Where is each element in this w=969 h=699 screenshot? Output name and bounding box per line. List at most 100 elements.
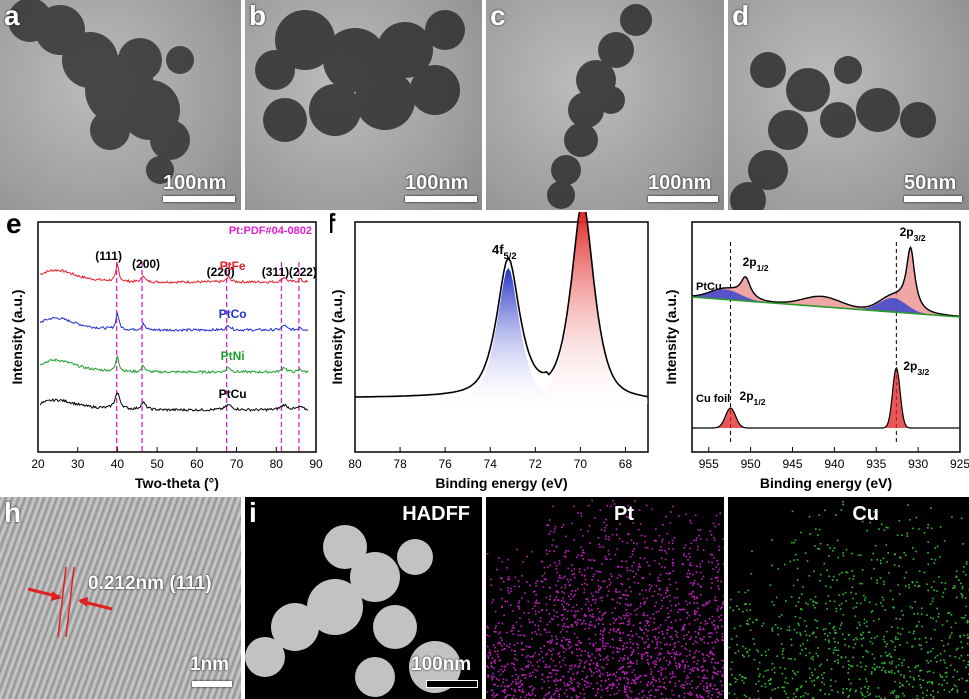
scalebar-label-b: 100nm: [405, 172, 469, 194]
xps-cu-ptcu-peak-label-1: 2p3/2: [900, 225, 926, 243]
scalebar-h: [192, 681, 232, 687]
xrd-xtick-label-6: 80: [270, 457, 284, 471]
xrd-panel-e: e 20 30 40 50 60 70 80 90 Two-theta (°) Intensity…: [0, 212, 330, 494]
haadf-panel: i HADFF 100nm: [245, 497, 482, 699]
tem-panel-c: c 100nm: [486, 0, 724, 210]
xrd-xtick-label-1: 30: [71, 457, 85, 471]
haadf-image: [245, 525, 461, 697]
xrd-xtick-label-5: 70: [230, 457, 244, 471]
xps-cu-ptcu-baseline: [691, 296, 961, 318]
panel-label-d: d: [732, 0, 750, 31]
xrd-series-label-PtNi: PtNi: [221, 349, 245, 363]
xrd-ylabel: Intensity (a.u.): [9, 290, 25, 385]
scalebar-a: [163, 196, 235, 202]
xrd-xtick-label-0: 20: [31, 457, 45, 471]
xrd-peak-label-0: (111): [95, 249, 122, 263]
panel-label-b: b: [249, 0, 267, 31]
xrd-xtick-label-3: 50: [150, 457, 164, 471]
xrd-frame: [37, 221, 317, 453]
xps-cu-frame: [691, 221, 961, 453]
scalebar-c: [648, 196, 718, 202]
xps-cu-foil-peak-label-0: 2p1/2: [740, 389, 766, 407]
xps-cu-xtick-label-0: 955: [699, 457, 719, 471]
xrd-series-line-PtCo: [39, 311, 309, 333]
xps-cu-foil-label: Cu foil: [696, 393, 730, 405]
scalebar-label-c: 100nm: [648, 172, 712, 194]
xps-pt-xlabel: Binding energy (eV): [435, 475, 567, 491]
cu-map-panel: Cu: [728, 497, 969, 699]
scalebar-label-d: 50nm: [904, 172, 957, 194]
xps-cu-ptcu-line: [691, 246, 960, 317]
xrd-chart: 20 30 40 50 60 70 80 90 Two-theta (°) Intensity (…: [9, 221, 323, 491]
panel-label-e: e: [6, 212, 22, 239]
pt-map-panel: Pt: [486, 497, 724, 699]
xrd-peak-label-2: (220): [207, 265, 235, 279]
xrd-reference-label: Pt:PDF#04-0802: [229, 225, 312, 237]
xps-pt-peak-fill-0: [355, 267, 648, 404]
xps-pt-envelope: [354, 212, 649, 398]
pt-map-image: [486, 499, 724, 699]
xrd-series-line-PtNi: [39, 355, 309, 375]
xps-cu-xtick-label-2: 945: [782, 457, 802, 471]
xps-cu-xtick-label-1: 950: [741, 457, 761, 471]
xps-pt-xtick-label-0: 80: [348, 457, 362, 471]
xps-pt-xtick-label-5: 70: [574, 457, 588, 471]
xps-pt-xtick-label-2: 76: [438, 457, 452, 471]
xrd-peak-label-3: (311): [262, 265, 289, 279]
xps-pt-peak-label-0: 4f5/2: [492, 242, 517, 261]
xps-cu-xtick-label-3: 940: [824, 457, 844, 471]
xps-cu-chart: PtCu 2p1/2 2p3/2 Cu foil 2p1/2 2p3/2 955 950 945…: [663, 221, 969, 491]
xps-cu-foil-fill: [692, 368, 960, 428]
scalebar-i: [427, 681, 477, 687]
panel-label-f: f: [330, 212, 336, 239]
tem-panel-b: b 100nm: [245, 0, 482, 210]
xps-cu-foil-peak-label-1: 2p3/2: [903, 359, 929, 377]
xrd-xtick-label-4: 60: [190, 457, 204, 471]
xrd-peak-label-4: (222): [289, 265, 317, 279]
scalebar-b: [405, 196, 477, 202]
xrd-xlabel: Two-theta (°): [135, 475, 219, 491]
lattice-spacing-label: 0.212nm (111): [88, 573, 212, 594]
xrd-series-label-PtCo: PtCo: [219, 307, 247, 321]
xrd-xtick-label-7: 90: [309, 457, 323, 471]
xps-cu-ptcu-label: PtCu: [696, 281, 722, 293]
map-cu-dots: [728, 500, 969, 699]
tem-image-d: [730, 52, 936, 210]
cu-map-image: [728, 500, 969, 699]
panel-label-i: i: [249, 497, 257, 528]
xps-cu-xtick-label-6: 925: [950, 457, 969, 471]
xps-cu-xlabel: Binding energy (eV): [760, 475, 892, 491]
map-label-cu: Cu: [852, 503, 879, 525]
xps-cu-ylabel: Intensity (a.u.): [663, 290, 679, 385]
panel-label-h: h: [4, 497, 22, 528]
lattice-annotation: [27, 566, 113, 638]
xps-pt-peak-fill-1: [355, 212, 648, 404]
xrd-series-label-PtCu: PtCu: [219, 387, 247, 401]
tem-image-b: [255, 10, 465, 142]
map-pt-dots: [486, 499, 724, 699]
xps-cu-ptcu-fill-blue: [692, 289, 960, 317]
xps-pt-xtick-label-1: 78: [393, 457, 407, 471]
panel-label-a: a: [4, 0, 20, 31]
panel-label-c: c: [490, 0, 506, 31]
xps-cu-foil-line: [692, 366, 960, 429]
xps-pt-xtick-label-6: 68: [619, 457, 633, 471]
tem-image-a: [8, 0, 194, 184]
scalebar-label-i: 100nm: [411, 654, 472, 675]
tem-panel-d: d 50nm: [728, 0, 969, 210]
xps-pt-frame: [354, 221, 649, 453]
xps-cu-ptcu-peak-label-0: 2p1/2: [743, 255, 769, 273]
xps-pt-xtick-label-3: 74: [484, 457, 498, 471]
scalebar-label-h: 1nm: [190, 654, 230, 675]
scalebar-d: [904, 196, 962, 202]
xrd-series-label-PtFe: PtFe: [220, 259, 246, 273]
xrd-peak-label-1: (200): [132, 257, 160, 271]
xrd-series-line-PtFe: [39, 262, 309, 285]
map-label-haadf: HADFF: [402, 503, 470, 525]
scalebar-label-a: 100nm: [163, 172, 227, 194]
xrd-xtick-label-2: 40: [111, 457, 125, 471]
xrd-series-line-PtCu: [39, 392, 309, 413]
xps-pt-ylabel: Intensity (a.u.): [330, 290, 345, 385]
